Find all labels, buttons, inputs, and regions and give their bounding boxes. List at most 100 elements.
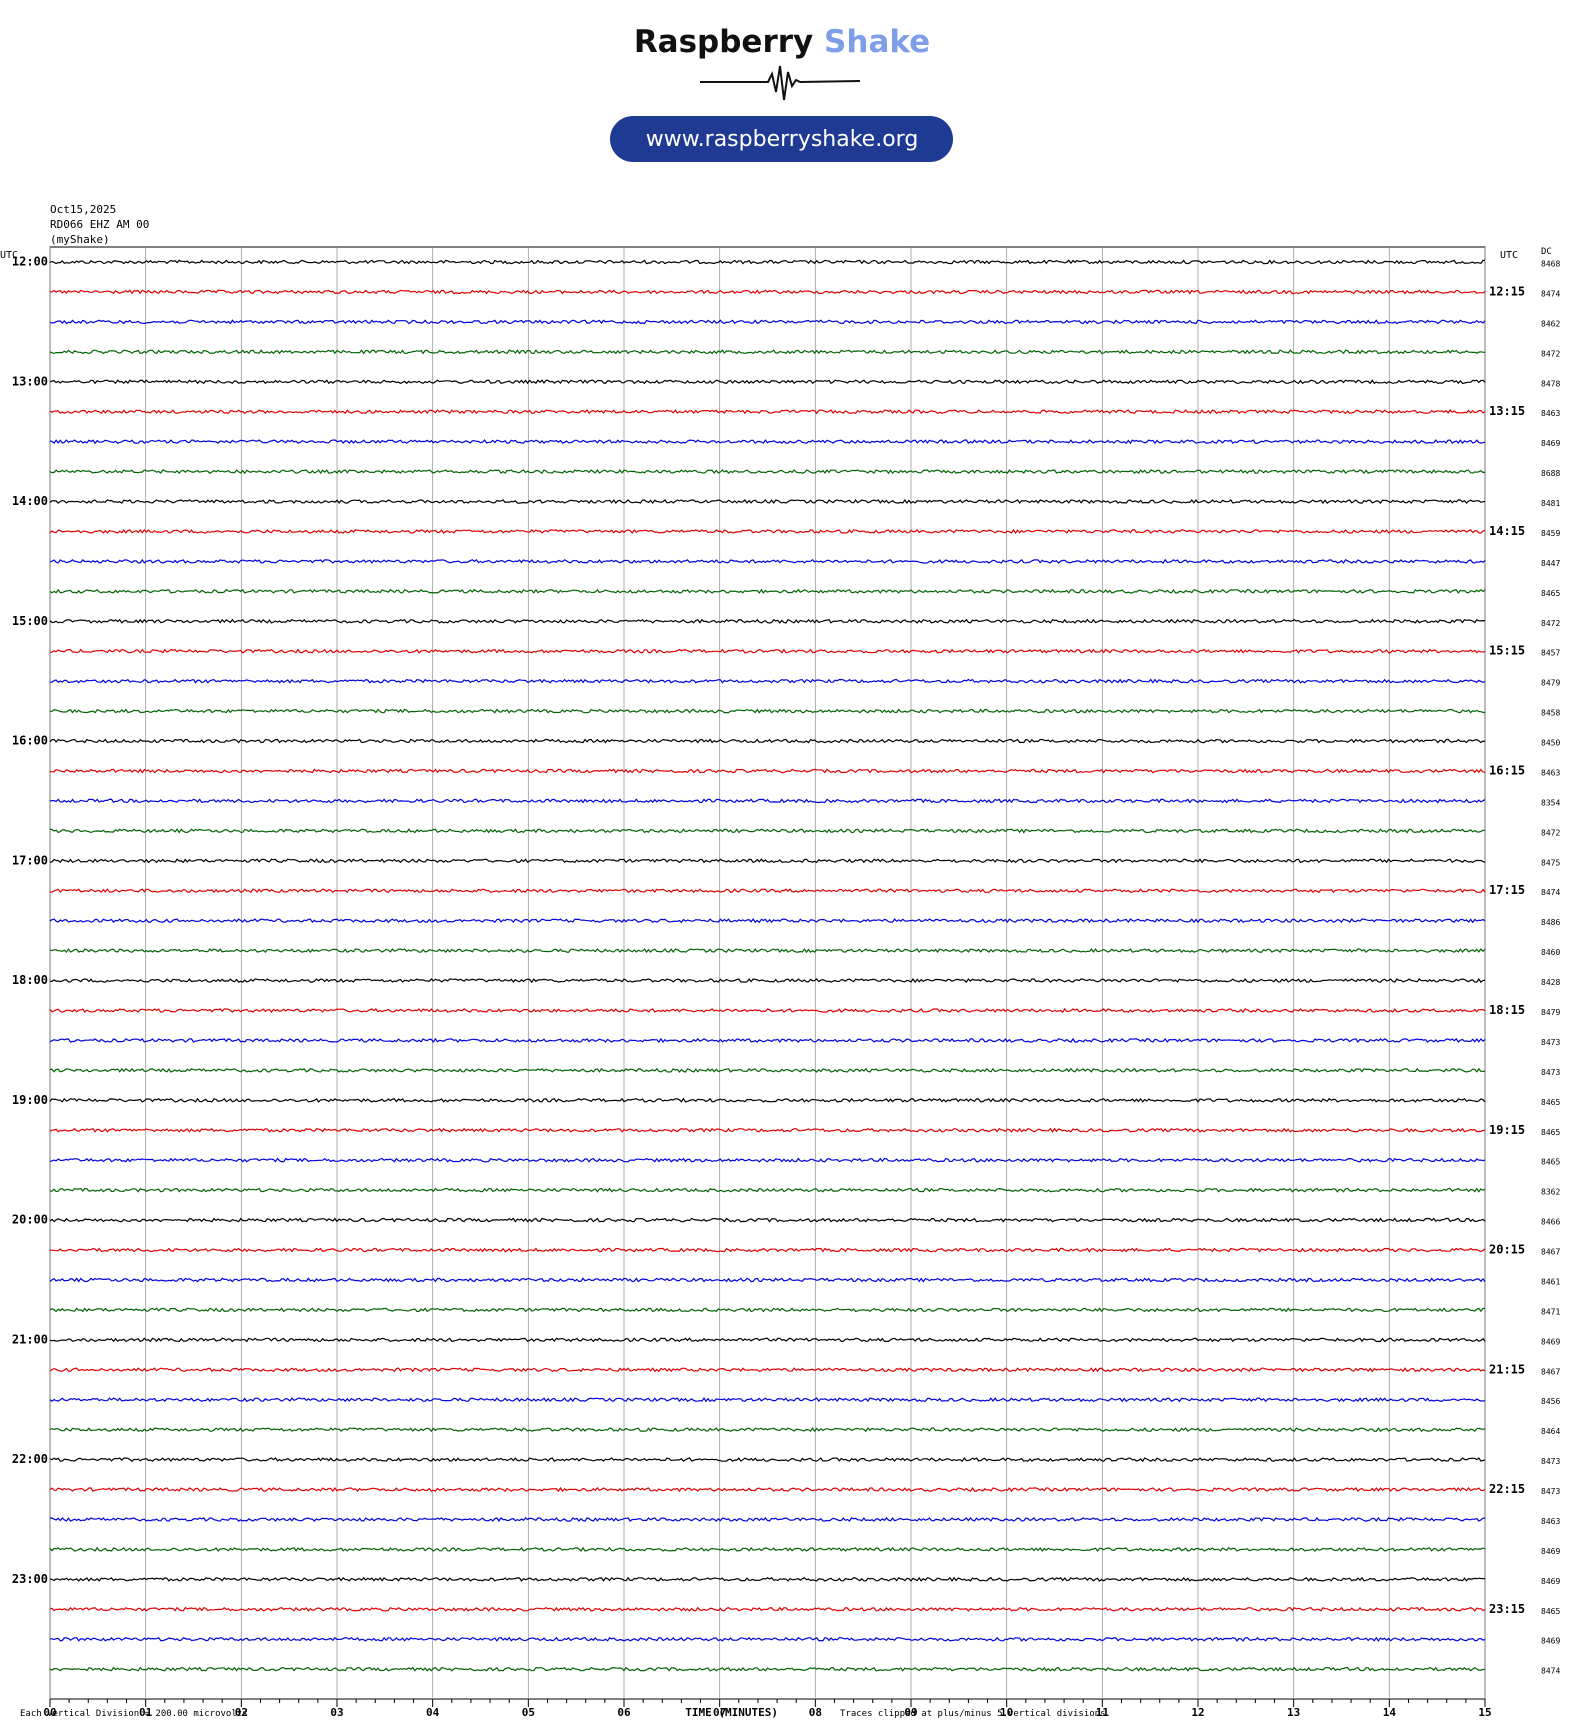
x-tick-label: 06 <box>617 1706 631 1719</box>
trace <box>49 1576 1486 1582</box>
trace <box>49 379 1486 385</box>
trace <box>49 588 1486 594</box>
dc-label: 8472 <box>1541 349 1560 358</box>
right-time-label: 12:15 <box>1489 284 1525 298</box>
trace <box>49 1516 1486 1522</box>
right-time-label: 13:15 <box>1489 404 1525 418</box>
x-tick-label: 13 <box>1287 1706 1300 1719</box>
x-tick-label: 12 <box>1191 1706 1204 1719</box>
trace <box>49 978 1486 984</box>
dc-label: 8468 <box>1541 260 1560 269</box>
x-tick-label: 01 <box>139 1706 153 1719</box>
trace <box>50 289 1486 295</box>
dc-label: 8465 <box>1541 589 1560 598</box>
dc-label: 8465 <box>1541 1098 1560 1107</box>
x-tick-label: 08 <box>809 1706 822 1719</box>
dc-label: 8469 <box>1541 1337 1560 1346</box>
trace <box>49 1397 1485 1403</box>
right-time-label: 19:15 <box>1489 1123 1525 1137</box>
trace <box>49 618 1486 624</box>
dc-label: 8465 <box>1541 1128 1560 1137</box>
trace <box>49 1456 1486 1463</box>
brand-name: Raspberry <box>634 24 813 60</box>
x-tick-label: 07 <box>713 1706 726 1719</box>
x-tick-label: 03 <box>330 1706 343 1719</box>
trace <box>49 678 1486 684</box>
x-tick-label: 11 <box>1096 1706 1110 1719</box>
dc-label: 8475 <box>1541 858 1560 867</box>
trace <box>49 1097 1486 1103</box>
trace <box>49 1127 1486 1133</box>
trace <box>49 1217 1486 1223</box>
dc-label: 8471 <box>1541 1307 1560 1316</box>
trace <box>49 648 1486 654</box>
trace <box>49 1337 1486 1343</box>
trace <box>49 468 1485 475</box>
trace <box>49 1486 1486 1493</box>
dc-label: 8461 <box>1541 1277 1560 1286</box>
x-tick-label: 15 <box>1478 1706 1491 1719</box>
dc-label: 8472 <box>1541 828 1560 837</box>
left-time-label: 17:00 <box>12 853 48 867</box>
right-time-label: 20:15 <box>1489 1243 1525 1257</box>
dc-label: 8456 <box>1541 1397 1560 1406</box>
right-time-label: 15:15 <box>1489 644 1525 658</box>
left-time-label: 21:00 <box>12 1332 48 1346</box>
dc-label: 8465 <box>1541 1158 1560 1167</box>
trace <box>49 738 1486 744</box>
trace <box>49 409 1486 415</box>
trace <box>49 828 1486 834</box>
left-time-label: 13:00 <box>12 374 48 388</box>
trace <box>49 1247 1486 1253</box>
dc-label: 8466 <box>1541 1218 1560 1227</box>
dc-label: 8464 <box>1541 1427 1560 1436</box>
trace <box>49 558 1486 564</box>
dc-label: 8469 <box>1541 1637 1560 1646</box>
trace <box>49 1666 1486 1672</box>
x-tick-label: 14 <box>1383 1706 1397 1719</box>
url-pill <box>610 116 953 162</box>
logo: Raspberry Shake www.raspberryshake.org <box>610 24 953 162</box>
dc-label: 8462 <box>1541 319 1560 328</box>
trace <box>49 1277 1486 1283</box>
right-time-label: 18:15 <box>1489 1003 1525 1017</box>
dc-label: 8474 <box>1541 1667 1560 1676</box>
dc-label: 8469 <box>1541 1547 1560 1556</box>
left-time-label: 20:00 <box>12 1213 48 1227</box>
trace <box>50 708 1486 714</box>
dc-header: DC <box>1541 247 1552 257</box>
dc-label: 8362 <box>1541 1188 1560 1197</box>
brand: Raspberry Shake <box>634 24 930 60</box>
dc-label: 8458 <box>1541 709 1560 718</box>
dc-label: 8474 <box>1541 888 1560 897</box>
dc-label: 8472 <box>1541 619 1560 628</box>
trace <box>49 1037 1486 1044</box>
x-tick-label: 05 <box>522 1706 535 1719</box>
left-time-label: 23:00 <box>12 1572 48 1586</box>
dc-label: 8457 <box>1541 649 1560 658</box>
trace <box>50 1636 1486 1642</box>
x-tick-label: 02 <box>235 1706 248 1719</box>
trace <box>49 888 1486 894</box>
x-tick-label: 04 <box>426 1706 440 1719</box>
dc-label: 8459 <box>1541 529 1560 538</box>
date: Oct15,2025 <box>50 203 116 216</box>
url: www.raspberryshake.org <box>646 127 919 152</box>
trace <box>49 1187 1486 1193</box>
dc-label: 8486 <box>1541 918 1560 927</box>
right-time-label: 21:15 <box>1489 1362 1525 1376</box>
dc-label: 8463 <box>1541 409 1560 418</box>
dc-label: 8474 <box>1541 289 1560 298</box>
trace <box>49 439 1486 445</box>
plot-frame <box>49 246 1486 1700</box>
left-time-label: 18:00 <box>12 973 48 987</box>
trace <box>49 948 1486 954</box>
right-time-label: 14:15 <box>1489 524 1525 538</box>
trace <box>49 1546 1486 1553</box>
trace <box>49 918 1486 924</box>
dc-label: 8465 <box>1541 1607 1560 1616</box>
right-time-label: 16:15 <box>1489 763 1525 777</box>
dc-label: 8469 <box>1541 439 1560 448</box>
trace <box>49 259 1485 265</box>
dc-label: 8473 <box>1541 1457 1560 1466</box>
